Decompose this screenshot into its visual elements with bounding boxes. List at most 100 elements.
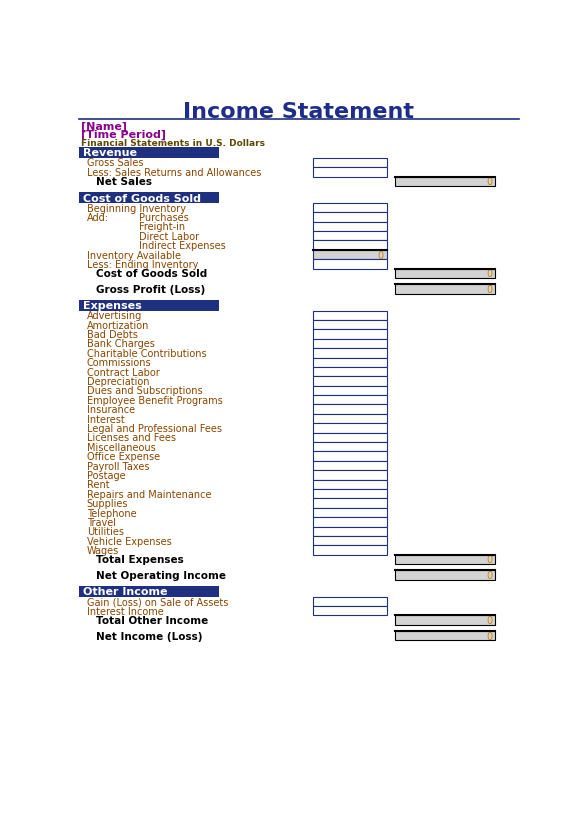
Text: 0: 0 bbox=[486, 177, 492, 187]
Text: Repairs and Maintenance: Repairs and Maintenance bbox=[87, 489, 211, 499]
Text: Employee Benefit Programs: Employee Benefit Programs bbox=[87, 395, 223, 405]
Bar bbox=[395, 285, 495, 294]
Text: Bad Debts: Bad Debts bbox=[87, 330, 138, 339]
Text: 0: 0 bbox=[378, 250, 384, 260]
Text: 0: 0 bbox=[486, 269, 492, 279]
Text: Bank Charges: Bank Charges bbox=[87, 339, 154, 349]
Bar bbox=[313, 251, 387, 260]
Text: Direct Labor: Direct Labor bbox=[139, 232, 199, 242]
Bar bbox=[313, 349, 387, 358]
Text: Gross Sales: Gross Sales bbox=[87, 158, 143, 168]
Bar bbox=[313, 311, 387, 320]
Text: Financial Statements in U.S. Dollars: Financial Statements in U.S. Dollars bbox=[80, 139, 265, 147]
Text: Licenses and Fees: Licenses and Fees bbox=[87, 433, 176, 443]
Bar bbox=[313, 452, 387, 461]
Bar bbox=[313, 442, 387, 452]
Text: Telephone: Telephone bbox=[87, 508, 136, 518]
Bar bbox=[313, 546, 387, 555]
Bar bbox=[313, 159, 387, 168]
Bar bbox=[313, 470, 387, 480]
Text: Net Sales: Net Sales bbox=[96, 177, 152, 187]
Text: Purchases: Purchases bbox=[139, 213, 188, 223]
Text: Postage: Postage bbox=[87, 470, 125, 480]
Text: Office Expense: Office Expense bbox=[87, 451, 160, 461]
Text: Rent: Rent bbox=[87, 479, 110, 489]
Bar bbox=[313, 606, 387, 616]
Bar bbox=[79, 193, 219, 204]
Text: Utilities: Utilities bbox=[87, 527, 124, 537]
Text: Total Expenses: Total Expenses bbox=[96, 555, 184, 565]
Text: Cost of Goods Sold: Cost of Goods Sold bbox=[83, 193, 201, 203]
Text: 0: 0 bbox=[486, 555, 492, 565]
Text: Supplies: Supplies bbox=[87, 498, 128, 508]
Text: Indirect Expenses: Indirect Expenses bbox=[139, 241, 226, 251]
Text: Interest: Interest bbox=[87, 414, 125, 424]
Text: Amortization: Amortization bbox=[87, 320, 149, 330]
Bar bbox=[313, 241, 387, 251]
Text: Vehicle Expenses: Vehicle Expenses bbox=[87, 536, 171, 546]
Text: Total Other Income: Total Other Income bbox=[96, 615, 208, 625]
Bar bbox=[313, 461, 387, 470]
Bar bbox=[313, 508, 387, 518]
Text: Add:: Add: bbox=[87, 213, 109, 223]
Bar bbox=[313, 396, 387, 405]
Bar bbox=[313, 168, 387, 177]
Bar bbox=[395, 555, 495, 565]
Text: Net Income (Loss): Net Income (Loss) bbox=[96, 631, 203, 641]
Bar bbox=[313, 518, 387, 527]
Bar bbox=[313, 377, 387, 386]
Text: Other Income: Other Income bbox=[83, 586, 167, 596]
Bar bbox=[313, 223, 387, 232]
Bar bbox=[313, 368, 387, 377]
Bar bbox=[313, 386, 387, 396]
Text: Miscellaneous: Miscellaneous bbox=[87, 442, 156, 452]
Bar bbox=[313, 405, 387, 414]
Bar bbox=[79, 301, 219, 311]
Bar bbox=[313, 414, 387, 424]
Text: Net Operating Income: Net Operating Income bbox=[96, 570, 226, 580]
Bar bbox=[313, 537, 387, 546]
Bar bbox=[313, 320, 387, 330]
Bar bbox=[313, 232, 387, 241]
Text: Gross Profit (Loss): Gross Profit (Loss) bbox=[96, 285, 205, 295]
Bar bbox=[313, 498, 387, 508]
Bar bbox=[313, 527, 387, 537]
Text: 0: 0 bbox=[486, 615, 492, 625]
Bar bbox=[313, 260, 387, 269]
Text: Revenue: Revenue bbox=[83, 148, 137, 158]
Text: Beginning Inventory: Beginning Inventory bbox=[87, 204, 186, 214]
Text: Cost of Goods Sold: Cost of Goods Sold bbox=[96, 269, 208, 279]
Bar bbox=[395, 269, 495, 279]
Bar bbox=[313, 358, 387, 368]
Bar bbox=[313, 489, 387, 498]
Bar bbox=[79, 586, 219, 597]
Text: 0: 0 bbox=[486, 570, 492, 580]
Text: Commissions: Commissions bbox=[87, 358, 152, 368]
Bar bbox=[313, 433, 387, 442]
Text: [Name]: [Name] bbox=[80, 121, 127, 132]
Text: Wages: Wages bbox=[87, 546, 119, 556]
Text: Interest Income: Interest Income bbox=[87, 606, 164, 616]
Text: Charitable Contributions: Charitable Contributions bbox=[87, 349, 206, 359]
Text: Advertising: Advertising bbox=[87, 310, 142, 320]
Bar bbox=[313, 339, 387, 349]
Text: Less: Sales Returns and Allowances: Less: Sales Returns and Allowances bbox=[87, 167, 261, 178]
Text: Gain (Loss) on Sale of Assets: Gain (Loss) on Sale of Assets bbox=[87, 597, 228, 607]
Text: 0: 0 bbox=[486, 631, 492, 641]
Text: Legal and Professional Fees: Legal and Professional Fees bbox=[87, 423, 222, 433]
Text: Insurance: Insurance bbox=[87, 405, 135, 415]
Bar bbox=[395, 570, 495, 580]
Bar bbox=[395, 177, 495, 187]
Text: Dues and Subscriptions: Dues and Subscriptions bbox=[87, 386, 202, 396]
Bar bbox=[313, 213, 387, 223]
Bar bbox=[313, 597, 387, 606]
Text: Payroll Taxes: Payroll Taxes bbox=[87, 461, 149, 471]
Text: Contract Labor: Contract Labor bbox=[87, 367, 160, 377]
Bar bbox=[313, 204, 387, 213]
Text: [Time Period]: [Time Period] bbox=[80, 130, 166, 140]
Bar bbox=[313, 330, 387, 339]
Text: Travel: Travel bbox=[87, 518, 116, 527]
Text: Less: Ending Inventory: Less: Ending Inventory bbox=[87, 260, 198, 270]
Text: Expenses: Expenses bbox=[83, 301, 142, 310]
Text: Inventory Available: Inventory Available bbox=[87, 250, 181, 260]
